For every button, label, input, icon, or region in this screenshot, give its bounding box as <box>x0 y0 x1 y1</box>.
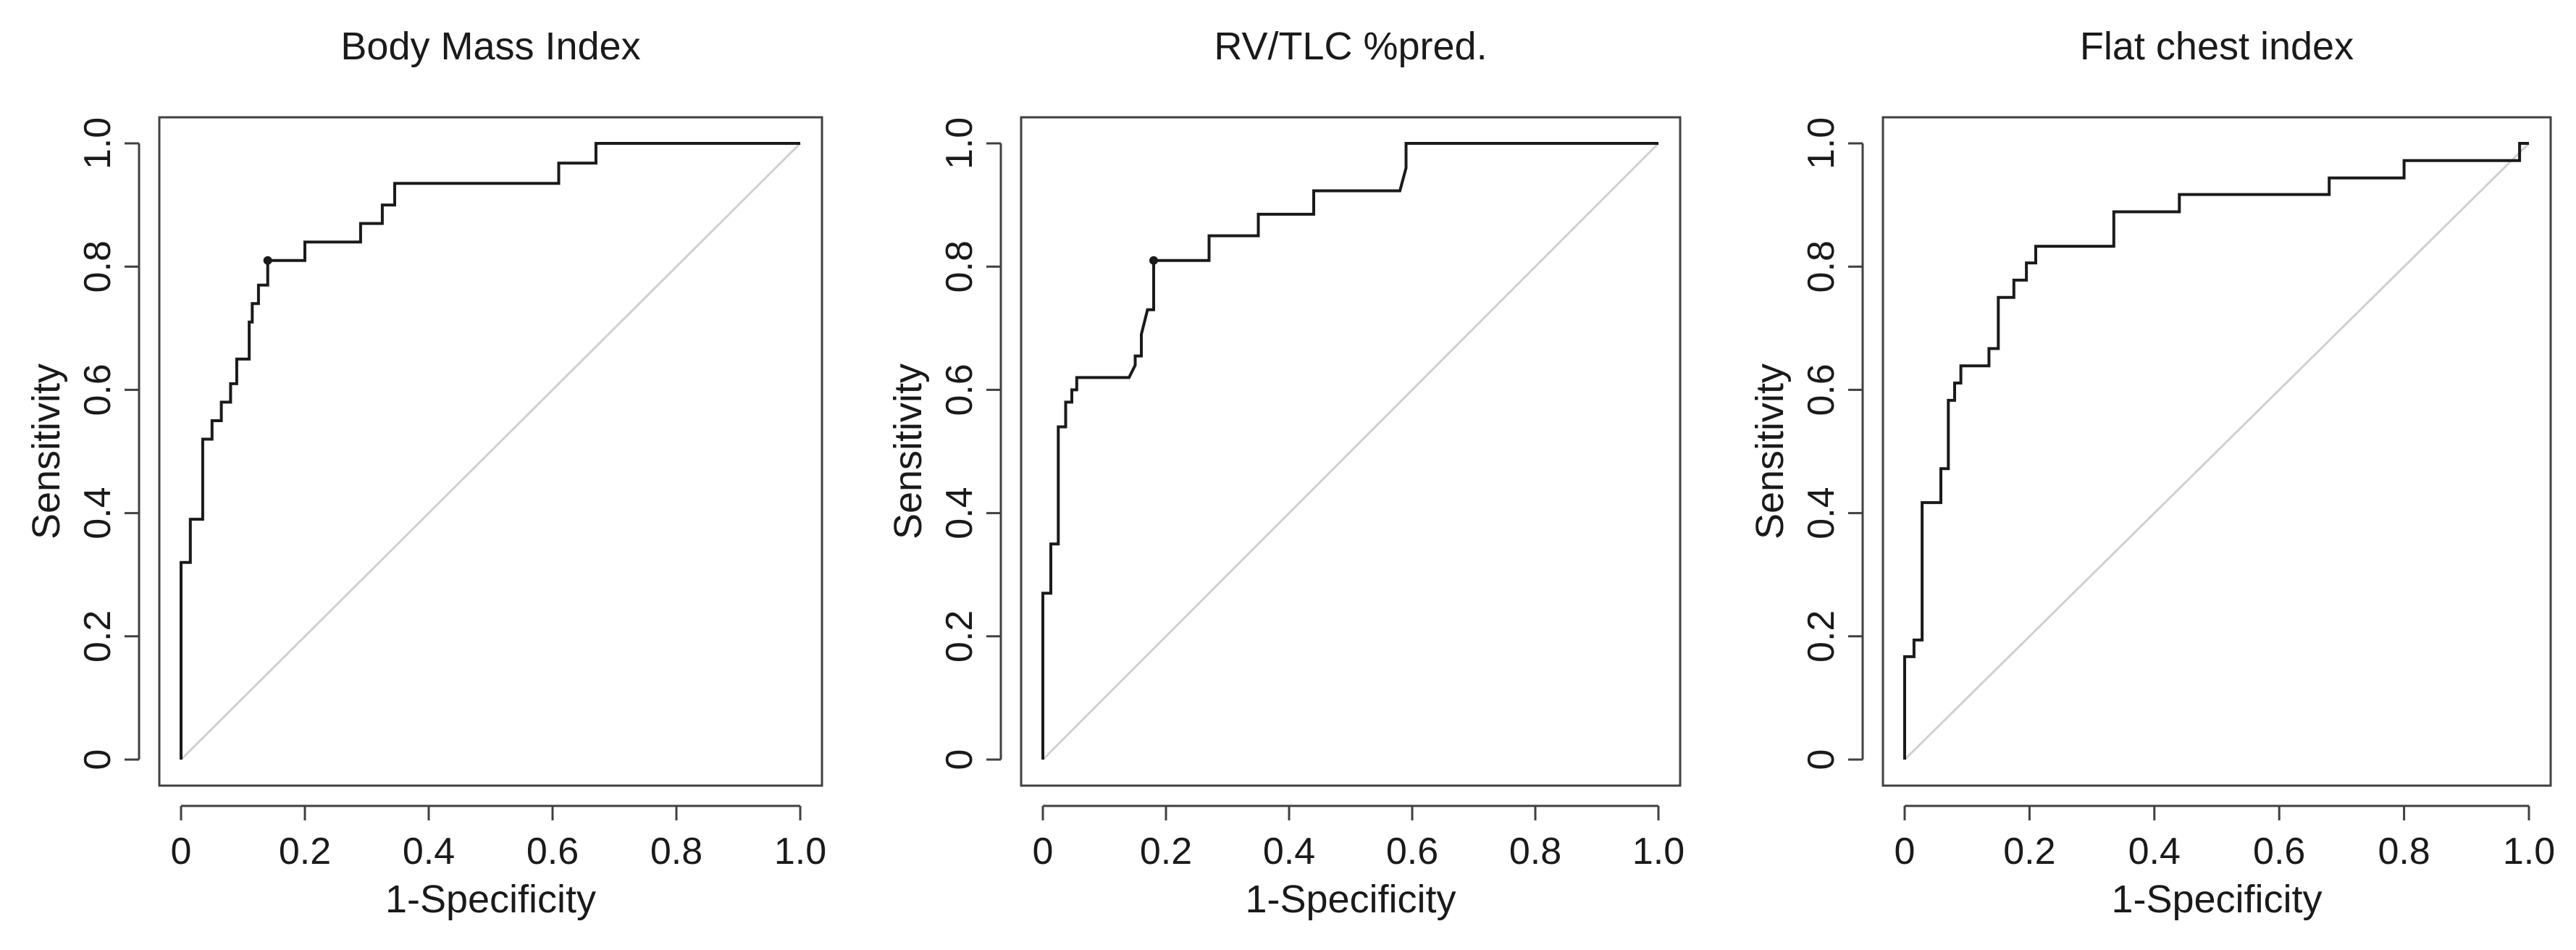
x-tick-label: 0.4 <box>2128 831 2181 873</box>
y-tick-label: 0.6 <box>1800 363 1842 416</box>
y-tick-label: 1.0 <box>1800 117 1842 169</box>
roc-panel-1: Body Mass Index 0 0.2 0.4 0.6 0.8 1.0 1-Specifi… <box>25 25 826 921</box>
x-tick-label: 1.0 <box>2503 831 2555 873</box>
reference-diagonal <box>1041 142 1660 761</box>
x-axis-label: 1-Specificity <box>385 878 596 921</box>
chart-title: Body Mass Index <box>340 25 640 68</box>
x-tick-label: 0.6 <box>2253 831 2305 873</box>
y-tick-label: 0.2 <box>77 610 119 663</box>
y-tick-label: 1.0 <box>77 117 119 169</box>
y-tick-label: 0.8 <box>939 240 981 293</box>
y-tick-label: 0.8 <box>1800 240 1842 293</box>
y-tick-label: 0.2 <box>939 610 981 663</box>
y-tick-label: 0 <box>939 749 981 770</box>
x-axis-label: 1-Specificity <box>1245 878 1456 921</box>
y-axis-label: Sensitivity <box>886 363 930 539</box>
x-axis-label: 1-Specificity <box>2111 878 2322 921</box>
plot-frame <box>1881 116 2552 787</box>
x-tick-label: 0.2 <box>2003 831 2055 873</box>
y-axis-label: Sensitivity <box>25 363 68 539</box>
roc-curve-1 <box>1903 142 2529 760</box>
roc-curve-1 <box>1041 142 1658 760</box>
y-tick-label: 0.6 <box>939 363 981 416</box>
chart-title: Flat chest index <box>2080 25 2354 68</box>
roc-panel-2: RV/TLC %pred. 0 0.2 0.4 0.6 0.8 1.0 1-Specifici… <box>886 25 1685 921</box>
x-tick-label: 0.8 <box>2378 831 2430 873</box>
reference-diagonal <box>1903 142 2530 761</box>
plot-frame <box>158 116 823 787</box>
x-tick-label: 0.6 <box>1386 831 1438 873</box>
x-tick-label: 0 <box>1033 831 1054 873</box>
y-tick-label: 0.8 <box>77 240 119 293</box>
x-tick-label: 0.8 <box>650 831 702 873</box>
roc-panel-3: Flat chest index 0 0.2 0.4 0.6 0.8 1.0 1-Specif… <box>1748 25 2555 921</box>
y-tick-label: 0.6 <box>77 363 119 416</box>
reference-diagonal <box>180 142 802 761</box>
x-tick-label: 1.0 <box>1632 831 1685 873</box>
x-tick-label: 0.8 <box>1509 831 1561 873</box>
cutoff-point <box>1149 256 1158 265</box>
y-tick-label: 0 <box>1800 749 1842 770</box>
cutoff-point <box>263 256 272 265</box>
plot-frame <box>1020 116 1682 787</box>
x-tick-label: 0.4 <box>1263 831 1315 873</box>
x-tick-label: 0.2 <box>279 831 331 873</box>
x-tick-label: 1.0 <box>774 831 826 873</box>
y-tick-label: 0.2 <box>1800 610 1842 663</box>
x-tick-label: 0.6 <box>526 831 579 873</box>
x-tick-label: 0.2 <box>1140 831 1192 873</box>
y-tick-label: 0.4 <box>77 487 119 539</box>
x-tick-label: 0 <box>1895 831 1916 873</box>
y-tick-label: 1.0 <box>939 117 981 169</box>
roc-curve-1 <box>180 142 800 760</box>
y-tick-label: 0.4 <box>939 487 981 539</box>
chart-title: RV/TLC %pred. <box>1214 25 1487 68</box>
x-tick-label: 0 <box>171 831 192 873</box>
y-tick-label: 0 <box>77 749 119 770</box>
y-tick-label: 0.4 <box>1800 487 1842 539</box>
y-axis-label: Sensitivity <box>1748 363 1792 539</box>
x-tick-label: 0.4 <box>403 831 455 873</box>
